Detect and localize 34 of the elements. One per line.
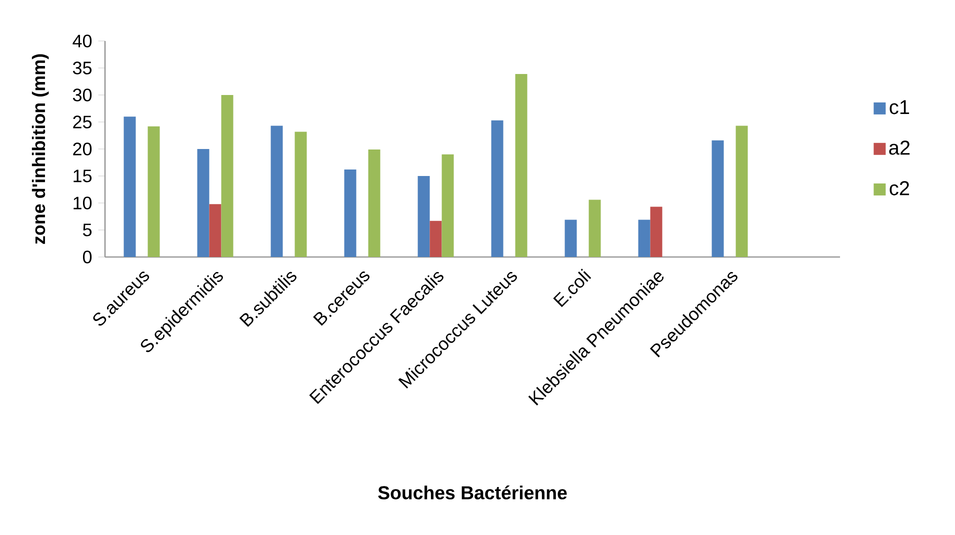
x-axis-title: Souches Bactérienne xyxy=(378,485,567,500)
y-axis-title: zone d'inhibition (mm) xyxy=(32,54,49,244)
bar xyxy=(221,94,234,257)
bar xyxy=(418,176,430,257)
bar xyxy=(124,116,136,257)
y-tick-label: 20 xyxy=(73,142,92,156)
y-tick-label: 5 xyxy=(82,224,92,236)
bar xyxy=(197,148,210,257)
bar xyxy=(515,74,528,257)
y-tick-label: 10 xyxy=(74,196,92,210)
y-tick-label: 0 xyxy=(82,250,92,264)
bar xyxy=(736,126,748,257)
legend-label: c2 xyxy=(890,181,910,196)
bar xyxy=(368,150,380,257)
bar xyxy=(344,170,356,257)
bar xyxy=(650,206,662,257)
legend-label: c1 xyxy=(890,100,910,114)
y-tick-label: 30 xyxy=(72,88,92,102)
bar xyxy=(442,154,454,257)
bar xyxy=(209,204,222,257)
bar xyxy=(712,140,724,257)
legend-label: a2 xyxy=(889,140,910,155)
y-tick-label: 25 xyxy=(73,116,92,128)
bar xyxy=(294,132,307,257)
y-tick-label: 40 xyxy=(72,34,92,48)
bar xyxy=(148,126,160,257)
y-tick-label: 15 xyxy=(74,170,92,182)
bar xyxy=(564,220,577,257)
bar xyxy=(638,220,650,257)
bar xyxy=(588,200,601,257)
y-tick-label: 35 xyxy=(72,62,92,74)
bar xyxy=(430,220,442,257)
bar xyxy=(270,126,283,257)
bar xyxy=(491,120,504,257)
